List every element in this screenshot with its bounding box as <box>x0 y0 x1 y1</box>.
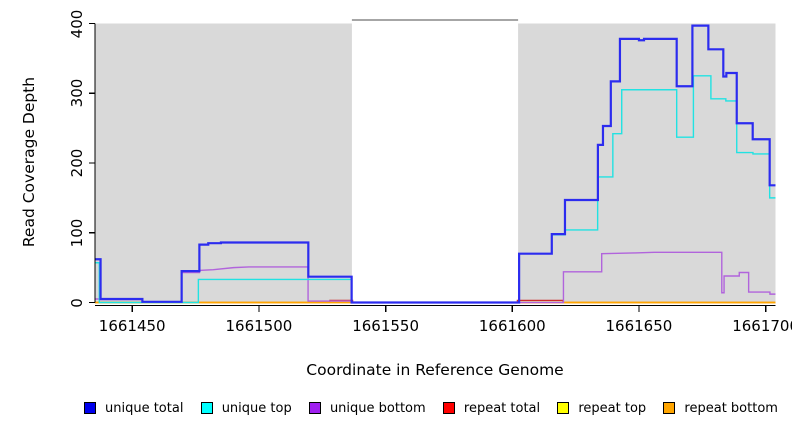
unique-top-swatch <box>200 402 213 414</box>
x-tick-label: 1661500 <box>225 317 293 335</box>
legend: unique total unique top unique bottom re… <box>84 399 778 417</box>
legend-label: repeat total <box>463 400 541 416</box>
legend-label: unique top <box>221 400 292 416</box>
legend-label: unique total <box>105 400 184 416</box>
legend-item-repeat-bottom: repeat bottom <box>663 401 778 416</box>
x-tick-label: 1661600 <box>478 317 546 335</box>
y-tick-label: 400 <box>68 9 86 38</box>
x-tick-label: 1661650 <box>605 317 673 335</box>
y-tick-label: 200 <box>68 148 86 178</box>
y-tick-label: 300 <box>68 78 86 108</box>
repeat-total-swatch <box>442 402 455 414</box>
legend-item-unique-total: unique total <box>84 401 183 416</box>
legend-label: repeat bottom <box>684 400 778 416</box>
legend-item-unique-bottom: unique bottom <box>308 400 426 416</box>
x-axis-title: Coordinate in Reference Genome <box>306 361 564 379</box>
unique-bottom-swatch <box>308 402 321 414</box>
x-tick-label: 1661550 <box>352 317 419 335</box>
x-tick-label: 1661450 <box>98 317 166 335</box>
shaded-region <box>95 23 352 303</box>
legend-item-repeat-top: repeat top <box>557 401 646 416</box>
y-tick-label: 100 <box>68 218 86 248</box>
repeat-bottom-swatch <box>663 402 676 414</box>
shaded-region <box>518 23 776 303</box>
repeat-top-swatch <box>557 402 570 414</box>
x-tick-label: 1661700 <box>732 317 792 335</box>
legend-label: repeat top <box>578 400 647 416</box>
unique-total-swatch <box>84 402 96 414</box>
series-unique-total <box>95 24 776 304</box>
y-axis-title: Read Coverage Depth <box>20 76 38 248</box>
legend-item-repeat-total: repeat total <box>442 400 541 416</box>
legend-item-unique-top: unique top <box>200 400 292 416</box>
legend-label: unique bottom <box>329 400 426 416</box>
y-tick-label: 0 <box>68 297 86 308</box>
